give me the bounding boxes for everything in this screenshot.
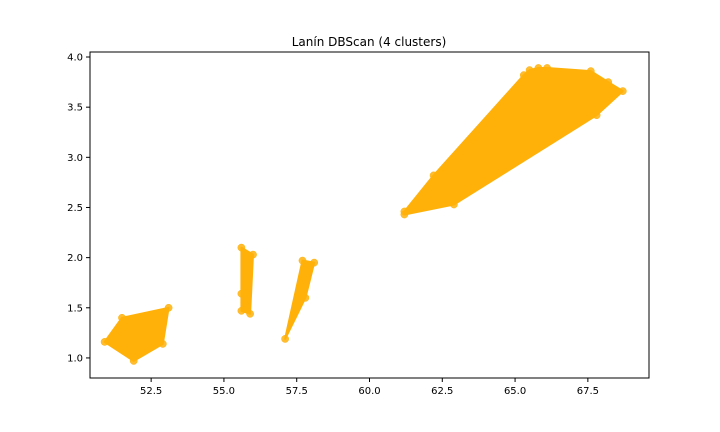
- cluster-4-point-8: [543, 64, 551, 72]
- cluster-4-point-10: [604, 78, 613, 86]
- x-tick-label: 67.5: [577, 386, 599, 397]
- cluster-3-point-2: [310, 258, 319, 267]
- x-tick-label: 55.0: [213, 386, 235, 397]
- cluster-4-point-2: [400, 210, 409, 219]
- x-tick-label: 60.0: [358, 386, 380, 397]
- y-tick-label: 4.0: [67, 53, 83, 64]
- chart-title: Lanín DBScan (4 clusters): [292, 35, 447, 49]
- y-tick-label: 3.0: [67, 153, 83, 164]
- cluster-2-point-6: [246, 309, 254, 318]
- y-tick-label: 2.0: [67, 253, 83, 264]
- cluster-4-point-7: [534, 64, 543, 72]
- cluster-2-point-2: [249, 250, 257, 259]
- cluster-hulls: [103, 67, 624, 362]
- x-tick-label: 57.5: [286, 386, 308, 397]
- cluster-3-point-3: [301, 293, 310, 302]
- cluster-4-point-3: [429, 171, 438, 180]
- x-tick-label: 62.5: [431, 386, 453, 397]
- cluster-1-point-3: [164, 303, 173, 312]
- cluster-1-point-2: [118, 313, 126, 322]
- y-axis: 1.0 1.5 2.0 2.5 3.0 3.5 4.0: [67, 53, 90, 364]
- x-axis: 52.5 55.0 57.5 60.0 62.5 65.0 67.5: [140, 378, 599, 397]
- cluster-1-point-5: [129, 357, 138, 365]
- cluster-3-point-1: [298, 256, 307, 265]
- cluster-hull-3: [284, 259, 316, 340]
- cluster-1-point-4: [158, 340, 167, 348]
- y-tick-label: 2.5: [67, 203, 83, 214]
- x-tick-label: 65.0: [504, 386, 526, 397]
- cluster-2-point-3: [237, 289, 246, 298]
- cluster-4-point-12: [592, 111, 601, 120]
- y-tick-label: 3.5: [67, 103, 83, 114]
- cluster-4-point-6: [525, 66, 534, 74]
- cluster-2-point-1: [237, 243, 246, 252]
- cluster-4-point-4: [450, 200, 458, 209]
- x-tick-label: 52.5: [140, 386, 162, 397]
- cluster-4-point-5: [519, 71, 528, 79]
- cluster-4-point-9: [586, 67, 595, 75]
- data-points: [100, 64, 627, 365]
- cluster-hull-4: [403, 67, 624, 216]
- cluster-1-point-1: [100, 338, 109, 346]
- cluster-hull-1: [103, 306, 170, 362]
- y-tick-label: 1.0: [67, 353, 83, 364]
- y-tick-label: 1.5: [67, 303, 83, 314]
- cluster-3-point-4: [281, 335, 289, 343]
- cluster-4-point-11: [618, 87, 627, 95]
